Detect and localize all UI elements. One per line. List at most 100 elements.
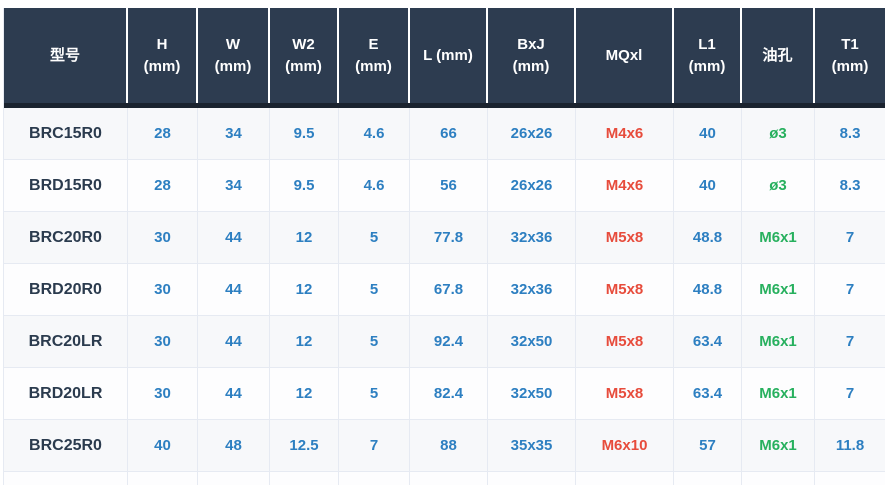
header-cell-bxj: BxJ (mm) xyxy=(488,8,576,103)
cell-model: BRC20R0 xyxy=(4,212,128,263)
header-label: T1 xyxy=(841,35,859,53)
table-row-partial xyxy=(4,472,885,485)
cell-h: 30 xyxy=(128,212,198,263)
cell-e: 4.6 xyxy=(339,160,410,211)
header-label: L (mm) xyxy=(423,46,473,64)
cell-t1: 7 xyxy=(845,229,855,246)
cell-l1: 57 xyxy=(674,420,742,471)
header-cell-w2: W2 (mm) xyxy=(270,8,339,103)
cell-l: 77.8 xyxy=(410,212,488,263)
cell-bxj: 26x26 xyxy=(488,160,576,211)
cell-w: 44 xyxy=(198,264,270,315)
header-label: H xyxy=(156,35,168,53)
header-label: 型号 xyxy=(49,46,80,64)
cell-l1: 40 xyxy=(674,108,742,159)
cell-bxj: 32x50 xyxy=(488,316,576,367)
cell-w2: 12 xyxy=(270,264,339,315)
cell-oil-hole: ø3 xyxy=(742,160,815,211)
cell-t1: 7 xyxy=(845,281,855,298)
table-row: BRD20LR 30 44 12 5 82.4 32x50 M5x8 63.4 … xyxy=(4,368,885,420)
cell-w2: 9.5 xyxy=(270,108,339,159)
cell-t1: 11.8 xyxy=(835,437,865,454)
cell-l: 66 xyxy=(410,108,488,159)
cell-mqxl: M5x8 xyxy=(576,368,674,419)
cell-mqxl: M4x6 xyxy=(576,160,674,211)
cell-model: BRC25R0 xyxy=(4,420,128,471)
header-cell-oil-hole: 油孔 xyxy=(742,8,815,103)
cell-e: 7 xyxy=(339,420,410,471)
cell-mqxl: M6x10 xyxy=(576,420,674,471)
cell-w: 34 xyxy=(198,160,270,211)
cell-w: 44 xyxy=(198,212,270,263)
cell-mqxl: M5x8 xyxy=(576,212,674,263)
cell-h: 30 xyxy=(128,316,198,367)
cell-oil-hole: M6x1 xyxy=(742,316,815,367)
cell-t1: 8.3 xyxy=(839,177,861,194)
header-unit: (mm) xyxy=(355,57,392,75)
cell-model: BRC20LR xyxy=(4,316,128,367)
header-cell-l: L (mm) xyxy=(410,8,488,103)
cell-w2: 12 xyxy=(270,316,339,367)
header-label: MQxl xyxy=(605,46,643,64)
cell-oil-hole: M6x1 xyxy=(742,368,815,419)
cell-mqxl: M5x8 xyxy=(576,316,674,367)
cell-e: 5 xyxy=(339,316,410,367)
header-label: W2 xyxy=(292,35,315,53)
cell-mqxl: M5x8 xyxy=(576,264,674,315)
cell-oil-hole: M6x1 xyxy=(742,264,815,315)
cell-h: 30 xyxy=(128,264,198,315)
cell-l1: 63.4 xyxy=(674,316,742,367)
cell-l1: 40 xyxy=(674,160,742,211)
header-cell-l1: L1 (mm) xyxy=(674,8,742,103)
cell-mqxl: M4x6 xyxy=(576,108,674,159)
table-row: BRD20R0 30 44 12 5 67.8 32x36 M5x8 48.8 … xyxy=(4,264,885,316)
cell-oil-hole: M6x1 xyxy=(742,212,815,263)
cell-h: 28 xyxy=(128,108,198,159)
header-unit: (mm) xyxy=(214,57,252,75)
cell-l: 92.4 xyxy=(410,316,488,367)
header-label: L1 xyxy=(698,35,716,53)
header-cell-mqxl: MQxl xyxy=(576,8,674,103)
header-cell-t1: T1 (mm) xyxy=(815,8,885,103)
cell-model: BRC15R0 xyxy=(4,108,128,159)
header-label: 油孔 xyxy=(762,46,793,64)
table-row: BRC25R0 40 48 12.5 7 88 35x35 M6x10 57 M… xyxy=(4,420,885,472)
header-cell-model: 型号 xyxy=(4,8,128,103)
cell-bxj: 35x35 xyxy=(488,420,576,471)
cell-w: 44 xyxy=(198,316,270,367)
cell-w: 48 xyxy=(198,420,270,471)
cell-bxj: 32x50 xyxy=(488,368,576,419)
cell-w2: 9.5 xyxy=(270,160,339,211)
table-row: BRC15R0 28 34 9.5 4.6 66 26x26 M4x6 40 ø… xyxy=(4,108,885,160)
cell-w2: 12 xyxy=(270,368,339,419)
cell-e: 5 xyxy=(339,212,410,263)
table-header-row: 型号 H (mm) W (mm) W2 (mm) E (mm) L (mm) xyxy=(4,8,885,108)
cell-w: 44 xyxy=(198,368,270,419)
cell-oil-hole: M6x1 xyxy=(742,420,815,471)
cell-t1: 8.3 xyxy=(839,125,861,142)
spec-table: 型号 H (mm) W (mm) W2 (mm) E (mm) L (mm) xyxy=(3,8,885,485)
cell-l1: 48.8 xyxy=(674,212,742,263)
cell-l: 82.4 xyxy=(410,368,488,419)
header-cell-h: H (mm) xyxy=(128,8,198,103)
cell-oil-hole: ø3 xyxy=(742,108,815,159)
cell-bxj: 26x26 xyxy=(488,108,576,159)
table-row: BRC20R0 30 44 12 5 77.8 32x36 M5x8 48.8 … xyxy=(4,212,885,264)
cell-bxj: 32x36 xyxy=(488,264,576,315)
cell-l1: 48.8 xyxy=(674,264,742,315)
cell-model: BRD20R0 xyxy=(4,264,128,315)
header-unit: (mm) xyxy=(688,57,726,75)
cell-t1: 7 xyxy=(845,333,855,350)
cell-t1: 7 xyxy=(845,385,855,402)
header-label: E xyxy=(368,35,379,53)
header-label: BxJ xyxy=(517,35,545,53)
header-label: W xyxy=(225,35,241,53)
table-row: BRC20LR 30 44 12 5 92.4 32x50 M5x8 63.4 … xyxy=(4,316,885,368)
table-row: BRD15R0 28 34 9.5 4.6 56 26x26 M4x6 40 ø… xyxy=(4,160,885,212)
cell-h: 28 xyxy=(128,160,198,211)
cell-l: 67.8 xyxy=(410,264,488,315)
header-unit: (mm) xyxy=(512,57,550,75)
header-unit: (mm) xyxy=(285,57,322,75)
cell-w2: 12.5 xyxy=(270,420,339,471)
